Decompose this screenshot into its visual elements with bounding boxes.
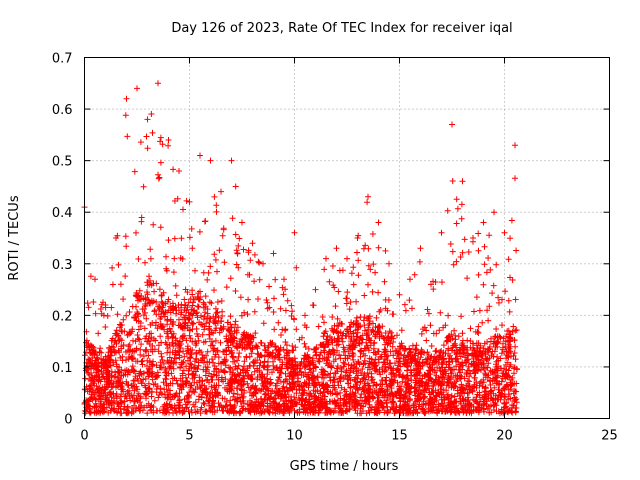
- y-tick-label: 0.3: [52, 258, 73, 273]
- x-axis-label: GPS time / hours: [290, 459, 399, 474]
- y-tick-label: 0.1: [52, 361, 73, 376]
- y-tick-label: 0.5: [52, 155, 73, 170]
- y-tick-label: 0.2: [52, 309, 73, 324]
- y-axis-label: ROTI / TECUs: [7, 195, 22, 280]
- axis-ticks: [84, 57, 610, 419]
- x-tick-label: 0: [80, 429, 88, 444]
- x-tick-label: 25: [601, 429, 618, 444]
- x-tick-label: 5: [185, 429, 193, 444]
- y-axis-tick-labels: 0 0.1 0.2 0.3 0.4 0.5 0.6 0.7: [52, 52, 73, 428]
- data-points: [81, 80, 520, 417]
- x-tick-label: 10: [286, 429, 303, 444]
- chart-title: Day 126 of 2023, Rate Of TEC Index for r…: [171, 21, 512, 36]
- x-tick-label: 20: [496, 429, 513, 444]
- y-tick-label: 0.4: [52, 206, 73, 221]
- y-tick-label: 0.6: [52, 103, 73, 118]
- x-tick-label: 15: [391, 429, 408, 444]
- plot-frame: [84, 57, 610, 419]
- x-axis-tick-labels: 0 5 10 15 20 25: [80, 429, 617, 444]
- roti-point-cloud: [81, 80, 520, 417]
- y-tick-label: 0.7: [52, 52, 73, 67]
- y-tick-label: 0: [64, 413, 72, 428]
